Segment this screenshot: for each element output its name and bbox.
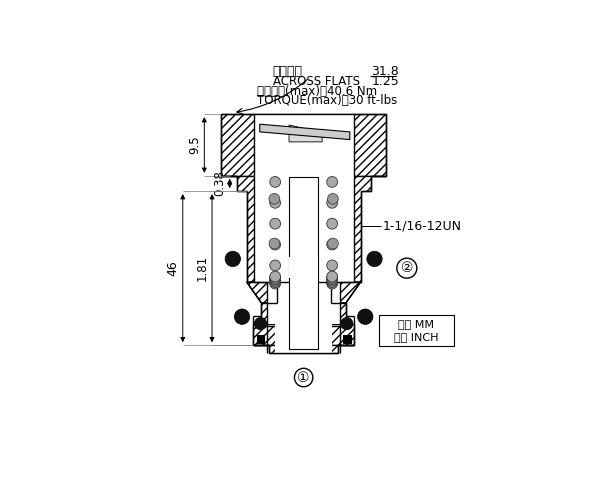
Circle shape (270, 274, 281, 285)
Circle shape (327, 177, 338, 187)
Polygon shape (260, 124, 350, 140)
Bar (268, 282, 340, 303)
Circle shape (270, 260, 281, 271)
Text: 1.81: 1.81 (196, 255, 209, 281)
Circle shape (327, 260, 338, 271)
Circle shape (270, 218, 281, 229)
Circle shape (270, 198, 281, 208)
Circle shape (327, 239, 338, 250)
Circle shape (270, 271, 281, 282)
Circle shape (235, 309, 250, 325)
Text: ②: ② (401, 261, 413, 275)
FancyBboxPatch shape (379, 315, 454, 346)
Circle shape (327, 198, 338, 208)
Text: 英寸 INCH: 英寸 INCH (394, 332, 439, 341)
Text: 31.8: 31.8 (371, 65, 399, 78)
Bar (275, 324, 332, 353)
Polygon shape (221, 176, 236, 191)
Text: TORQUE(max)：30 ft-lbs: TORQUE(max)：30 ft-lbs (257, 94, 398, 107)
Circle shape (269, 238, 280, 249)
Text: ①: ① (298, 370, 310, 384)
Circle shape (270, 278, 281, 289)
Circle shape (327, 272, 338, 284)
Text: 0.38: 0.38 (214, 170, 227, 197)
Circle shape (327, 277, 338, 287)
Circle shape (269, 194, 280, 204)
Text: 1-1/16-12UN: 1-1/16-12UN (382, 219, 461, 232)
Circle shape (270, 272, 281, 284)
Text: 9.5: 9.5 (188, 136, 201, 154)
Circle shape (270, 277, 281, 287)
Circle shape (328, 194, 338, 204)
Circle shape (254, 317, 266, 330)
Text: 安裝扭矩(max)：40.6 Nm: 安裝扭矩(max)：40.6 Nm (257, 85, 377, 98)
Circle shape (358, 309, 373, 325)
Text: ACROSS FLATS: ACROSS FLATS (273, 74, 360, 87)
Text: 毫米 MM: 毫米 MM (398, 319, 434, 329)
Circle shape (270, 275, 281, 286)
Polygon shape (346, 282, 361, 303)
Bar (262, 303, 346, 324)
Circle shape (397, 258, 417, 278)
Circle shape (327, 218, 338, 229)
Circle shape (225, 251, 241, 267)
Bar (221, 114, 386, 176)
Circle shape (270, 177, 281, 187)
Bar (254, 176, 354, 282)
Circle shape (327, 275, 338, 286)
Polygon shape (221, 176, 386, 282)
Polygon shape (247, 282, 262, 303)
Polygon shape (289, 125, 322, 142)
Circle shape (295, 368, 313, 387)
Text: 對邊寬度: 對邊寬度 (273, 65, 303, 78)
Bar (257, 335, 265, 343)
Circle shape (328, 238, 338, 249)
Polygon shape (253, 345, 355, 353)
Circle shape (327, 274, 338, 285)
Circle shape (327, 271, 338, 282)
Text: 1.25: 1.25 (371, 74, 399, 87)
Bar (343, 335, 350, 343)
Circle shape (327, 278, 338, 289)
Bar (289, 256, 318, 278)
Circle shape (367, 251, 382, 267)
Bar (254, 114, 354, 176)
Bar (289, 177, 318, 349)
Polygon shape (371, 176, 386, 191)
Circle shape (341, 317, 353, 330)
Bar (268, 303, 340, 324)
Text: 46: 46 (167, 260, 179, 276)
Polygon shape (253, 324, 355, 345)
Circle shape (270, 239, 281, 250)
Polygon shape (247, 282, 361, 303)
